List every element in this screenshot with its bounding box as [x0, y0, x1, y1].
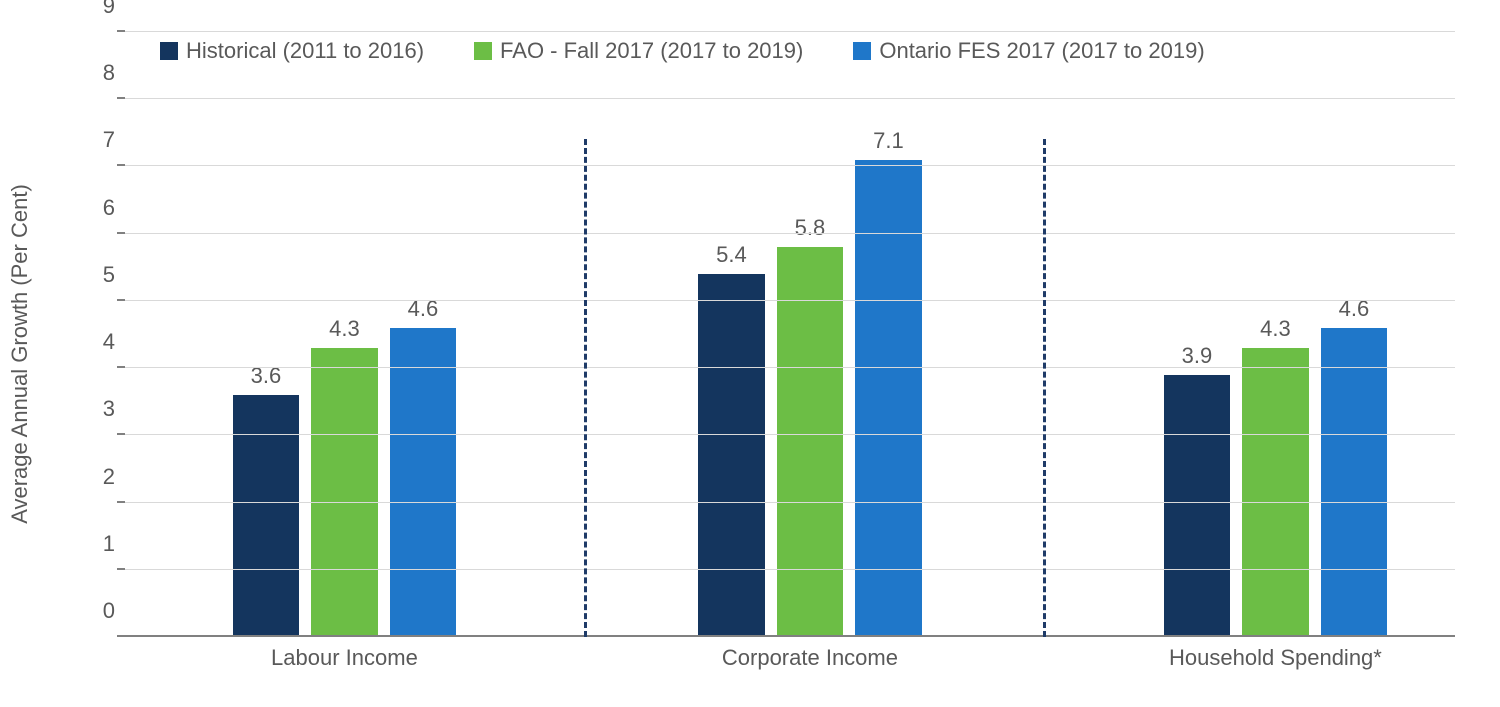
y-tick-mark	[117, 164, 125, 166]
y-tick-label: 2	[85, 464, 115, 490]
y-tick-mark	[117, 30, 125, 32]
y-tick-label: 7	[85, 127, 115, 153]
y-tick-label: 6	[85, 195, 115, 221]
x-category-label: Corporate Income	[722, 645, 898, 671]
group-separator	[584, 139, 587, 637]
grid-line	[125, 434, 1455, 435]
y-tick-label: 9	[85, 0, 115, 19]
x-axis-labels: Labour Income Corporate Income Household S…	[125, 645, 1455, 677]
bar-value-label: 7.1	[873, 128, 904, 154]
bar: 4.3	[1242, 348, 1309, 637]
grid-line	[125, 165, 1455, 166]
y-tick-mark	[117, 232, 125, 234]
x-category-label: Labour Income	[271, 645, 418, 671]
y-tick-mark	[117, 635, 125, 637]
y-tick-mark	[117, 366, 125, 368]
x-axis-baseline	[125, 635, 1455, 637]
y-tick-label: 1	[85, 531, 115, 557]
y-tick-label: 4	[85, 329, 115, 355]
bar-value-label: 5.4	[716, 242, 747, 268]
y-tick-mark	[117, 299, 125, 301]
grid-line	[125, 367, 1455, 368]
grid-line	[125, 300, 1455, 301]
grid-line	[125, 569, 1455, 570]
bar-value-label: 4.3	[1260, 316, 1291, 342]
bar-value-label: 5.8	[795, 215, 826, 241]
bars-layer: 3.64.34.65.45.87.13.94.34.6	[125, 32, 1455, 637]
y-tick-mark	[117, 501, 125, 503]
y-tick-label: 5	[85, 262, 115, 288]
bar: 5.8	[777, 247, 844, 637]
y-axis-label: Average Annual Growth (Per Cent)	[7, 184, 33, 524]
bar: 4.6	[1321, 328, 1388, 637]
bar: 3.9	[1164, 375, 1231, 637]
grid-line	[125, 31, 1455, 32]
y-tick-label: 8	[85, 60, 115, 86]
bar-value-label: 4.3	[329, 316, 360, 342]
growth-bar-chart: Historical (2011 to 2016) FAO - Fall 201…	[30, 20, 1470, 687]
y-tick-mark	[117, 568, 125, 570]
plot-area: 3.64.34.65.45.87.13.94.34.6 0123456789	[125, 32, 1455, 637]
bar: 4.6	[390, 328, 457, 637]
bar-value-label: 3.9	[1182, 343, 1213, 369]
group-separator	[1043, 139, 1046, 637]
y-tick-label: 0	[85, 598, 115, 624]
y-tick-mark	[117, 97, 125, 99]
grid-line	[125, 98, 1455, 99]
bar: 4.3	[311, 348, 378, 637]
y-tick-mark	[117, 433, 125, 435]
bar: 5.4	[698, 274, 765, 637]
grid-line	[125, 502, 1455, 503]
y-tick-label: 3	[85, 396, 115, 422]
bar: 7.1	[855, 160, 922, 637]
x-category-label: Household Spending*	[1169, 645, 1382, 671]
bar: 3.6	[233, 395, 300, 637]
grid-line	[125, 233, 1455, 234]
